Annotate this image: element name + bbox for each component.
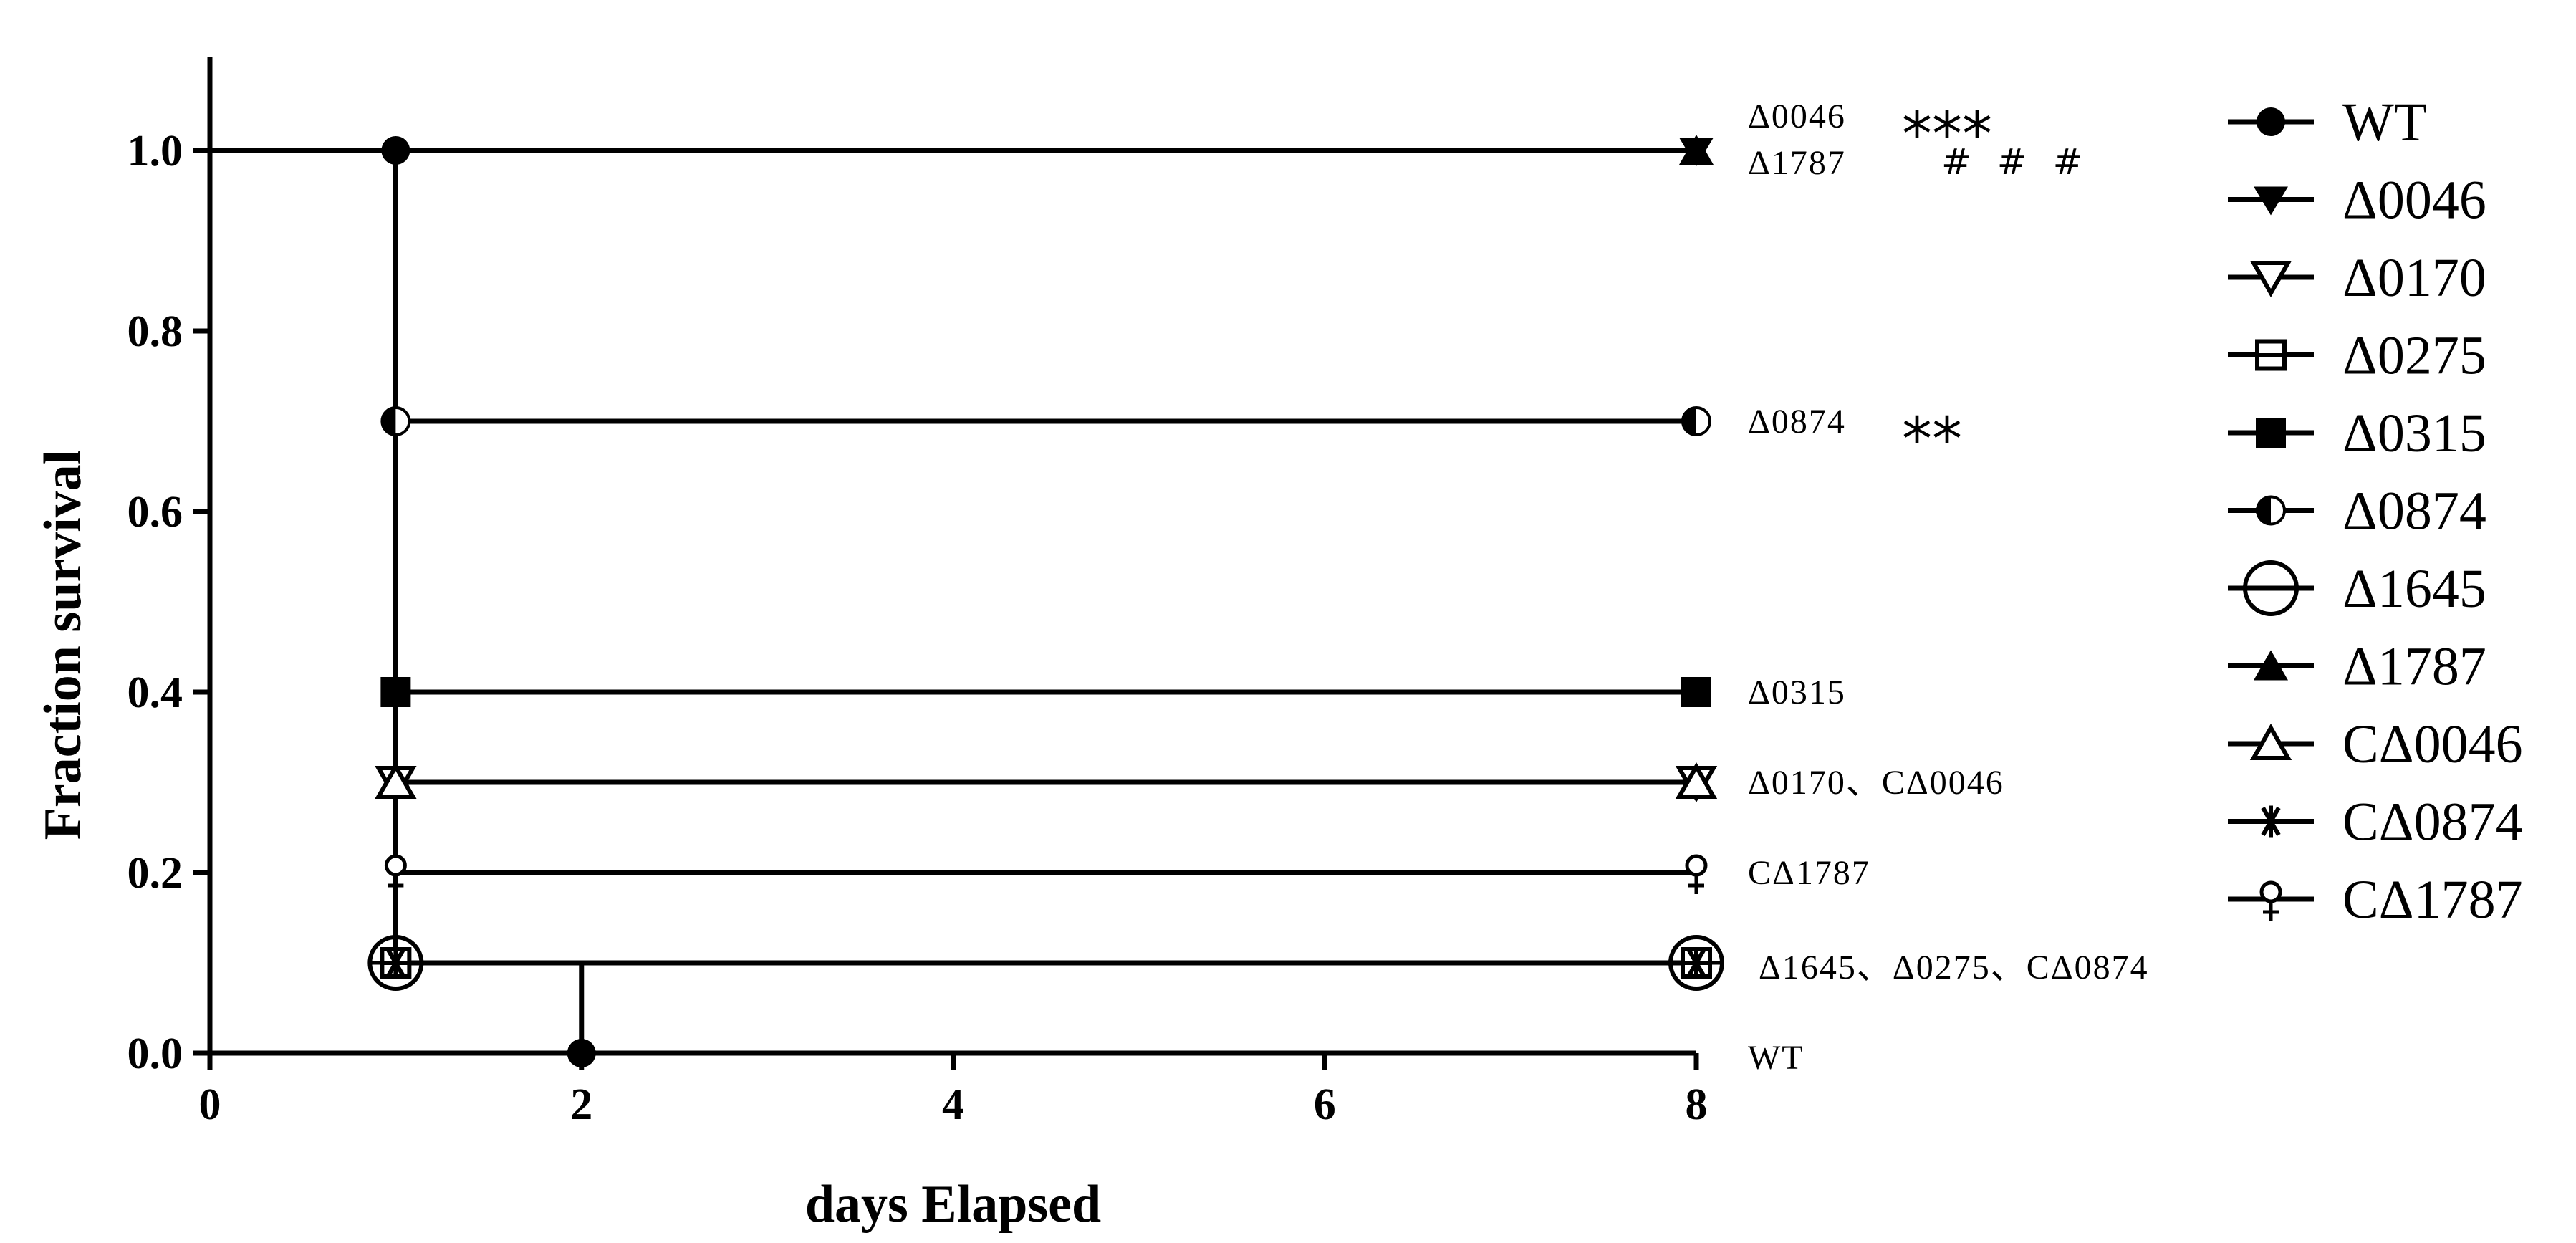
marker-Δ0874-0: [380, 406, 411, 436]
legend-label: Δ0874: [2342, 481, 2486, 542]
legend-marker-CΔ1787: [2259, 880, 2282, 921]
legend-item: WT: [2228, 92, 2427, 153]
annotation-label: Δ0874: [1748, 403, 1846, 441]
marker-CΔ0046-1: [1675, 762, 1718, 799]
significance-mark: **: [1902, 404, 1962, 474]
legend-item: CΔ0874: [2228, 792, 2523, 853]
y-tick-label: 1.0: [128, 127, 183, 176]
legend-marker-CΔ0046: [2249, 723, 2292, 760]
y-tick-label: 0.6: [128, 488, 183, 537]
legend-item: Δ1787: [2228, 637, 2486, 697]
annotation-label: Δ0046: [1748, 97, 1846, 135]
x-tick-label: 6: [1314, 1080, 1336, 1129]
y-axis-title: Fraction survival: [34, 450, 92, 840]
legend-label: Δ0046: [2342, 171, 2486, 231]
x-axis-title: days Elapsed: [805, 1175, 1101, 1234]
legend-marker-Δ0275: [2255, 339, 2287, 371]
y-tick-label: 0.4: [128, 668, 183, 717]
marker-Δ0315-1: [1681, 677, 1711, 707]
marker-WT-0: [381, 136, 410, 165]
x-tick-label: 4: [942, 1080, 964, 1129]
y-tick-label: 0.0: [128, 1030, 183, 1078]
marker-CΔ1787-0: [384, 854, 407, 894]
data-markers: [367, 135, 1724, 1067]
legend: WT Δ0046 Δ0170 Δ0275 Δ0315 Δ0874 Δ1645 Δ1787 CΔ0…: [2228, 92, 2523, 930]
legend-label: CΔ0874: [2342, 792, 2523, 853]
legend-marker-CΔ0874: [2255, 805, 2287, 838]
y-tick-label: 0.8: [128, 307, 183, 356]
marker-Δ0874-1: [1681, 406, 1711, 436]
legend-item: Δ1645: [2228, 559, 2486, 619]
marker-Δ0315-0: [380, 677, 411, 707]
legend-marker-Δ0315: [2256, 418, 2286, 448]
marker-CΔ0874-1: [1681, 947, 1712, 979]
survival-lines: [210, 148, 1696, 1053]
annotation-label: WT: [1748, 1039, 1804, 1077]
legend-marker-Δ0046: [2254, 186, 2288, 216]
legend-label: Δ0275: [2342, 326, 2486, 386]
legend-label: Δ1787: [2342, 637, 2486, 697]
legend-label: Δ1645: [2342, 559, 2486, 619]
marker-CΔ0874-0: [380, 947, 412, 979]
annotation-label: Δ0170、CΔ0046: [1748, 764, 2004, 802]
significance-mark: # # #: [1941, 141, 2090, 183]
annotation-label: CΔ1787: [1748, 854, 1870, 892]
legend-marker-Δ1787: [2254, 650, 2288, 681]
x-tick-label: 2: [570, 1080, 592, 1129]
legend-label: Δ0315: [2342, 403, 2486, 464]
legend-item: Δ0170: [2228, 248, 2486, 308]
legend-marker-Δ1645: [2243, 560, 2299, 616]
legend-label: CΔ1787: [2342, 870, 2523, 930]
legend-item: Δ0275: [2228, 326, 2486, 386]
legend-item: Δ0315: [2228, 403, 2486, 464]
x-tick-label: 8: [1686, 1080, 1708, 1129]
annotations: Δ0046 *** Δ1787 # # # Δ0874 ** Δ0315 Δ0170、CΔ00…: [1748, 97, 2149, 1077]
y-tick-label: 0.2: [128, 849, 183, 898]
marker-CΔ1787-1: [1685, 854, 1708, 894]
annotation-label: Δ1645、Δ0275、CΔ0874: [1759, 949, 2149, 987]
legend-marker-Δ0170: [2249, 261, 2292, 298]
legend-marker-Δ0874: [2256, 495, 2286, 526]
axes: 0.0 0.2 0.4 0.6 0.8 1.0 0 2 4 6 8 days Elapsed Fract…: [34, 57, 1708, 1234]
marker-WT-1: [567, 1039, 596, 1067]
legend-item: CΔ1787: [2228, 870, 2523, 930]
marker-Δ1787-0: [1679, 135, 1714, 165]
legend-label: CΔ0046: [2342, 714, 2523, 774]
annotation-label: Δ1787: [1748, 144, 1846, 182]
annotation-label: Δ0315: [1748, 673, 1846, 711]
legend-marker-WT: [2257, 107, 2285, 136]
legend-label: Δ0170: [2342, 248, 2486, 308]
legend-item: CΔ0046: [2228, 714, 2523, 774]
x-tick-label: 0: [199, 1080, 221, 1129]
legend-item: Δ0046: [2228, 171, 2486, 231]
legend-label: WT: [2342, 92, 2427, 153]
significance-mark: ***: [1902, 99, 1992, 169]
marker-CΔ0046-0: [375, 762, 417, 799]
legend-item: Δ0874: [2228, 481, 2486, 542]
